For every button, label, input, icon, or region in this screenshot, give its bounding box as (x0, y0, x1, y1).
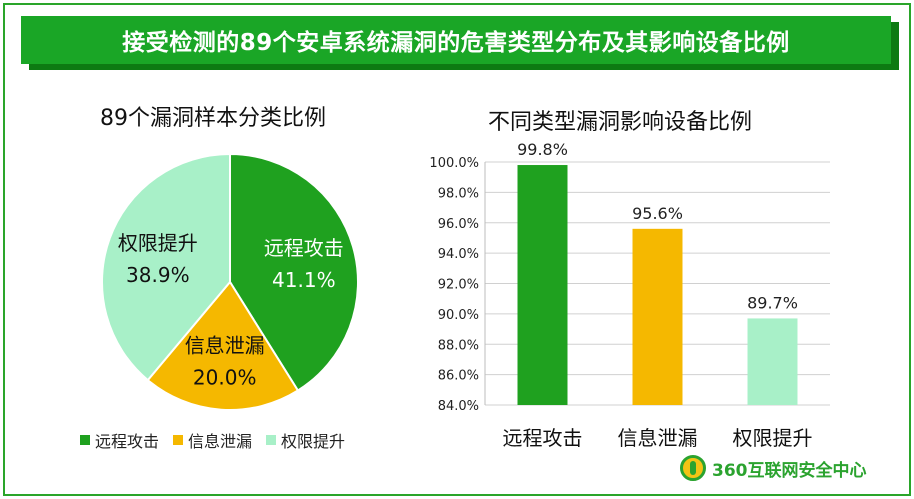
legend-label-leak: 信息泄漏 (188, 432, 253, 451)
page-title: 接受检测的89个安卓系统漏洞的危害类型分布及其影响设备比例 (21, 16, 891, 64)
bar-category-privilege: 权限提升 (733, 426, 813, 450)
bar-y-tick-label: 86.0% (438, 369, 479, 384)
legend-swatch-privilege (266, 435, 277, 445)
bar-category-remote: 远程攻击 (503, 426, 583, 450)
pie-label-remote: 远程攻击 (264, 236, 344, 260)
bar-category-leak: 信息泄漏 (618, 426, 698, 450)
bar-y-tick-label: 92.0% (438, 278, 479, 293)
brand-logo-icon (680, 455, 706, 481)
pie-chart-title: 89个漏洞样本分类比例 (100, 106, 326, 131)
outer-frame (3, 3, 911, 496)
pie-slice-leak (146, 280, 300, 411)
bar-y-tick-label: 84.0% (438, 399, 479, 414)
brand-name: 360互联网安全中心 (712, 460, 867, 481)
brand: 360互联网安全中心 (680, 455, 867, 481)
legend-item-privilege: 权限提升 (266, 428, 345, 452)
pie-value-remote: 41.1% (272, 268, 336, 292)
bar-y-tick-label: 98.0% (438, 186, 479, 201)
legend-item-remote: 远程攻击 (80, 428, 159, 452)
bar-remote (517, 165, 568, 405)
legend-item-leak: 信息泄漏 (173, 428, 252, 452)
bar-value-leak: 95.6% (632, 204, 683, 223)
bar-leak (632, 228, 683, 405)
bar-y-tick-label: 100.0% (429, 156, 479, 171)
legend-swatch-leak (173, 435, 184, 445)
pie-label-leak: 信息泄漏 (185, 334, 265, 358)
legend-swatch-remote (80, 435, 90, 445)
bar-y-tick-label: 96.0% (438, 217, 479, 232)
bar-y-tick-label: 88.0% (438, 338, 479, 353)
legend-label-remote: 远程攻击 (95, 432, 160, 451)
pie-value-privilege: 38.9% (126, 263, 190, 287)
bar-y-tick-label: 94.0% (438, 247, 479, 262)
pie-label-privilege: 权限提升 (118, 231, 198, 255)
bar-chart-title: 不同类型漏洞影响设备比例 (488, 110, 753, 135)
bar-value-remote: 99.8% (517, 140, 568, 159)
bar-value-privilege: 89.7% (747, 293, 798, 312)
bar-y-tick-label: 90.0% (438, 308, 479, 323)
pie-value-leak: 20.0% (193, 366, 257, 390)
pie-slice-privilege (101, 152, 231, 382)
legend-label-privilege: 权限提升 (281, 432, 346, 451)
bar-privilege (747, 318, 798, 405)
pie-legend: 远程攻击 信息泄漏 权限提升 (80, 428, 345, 452)
